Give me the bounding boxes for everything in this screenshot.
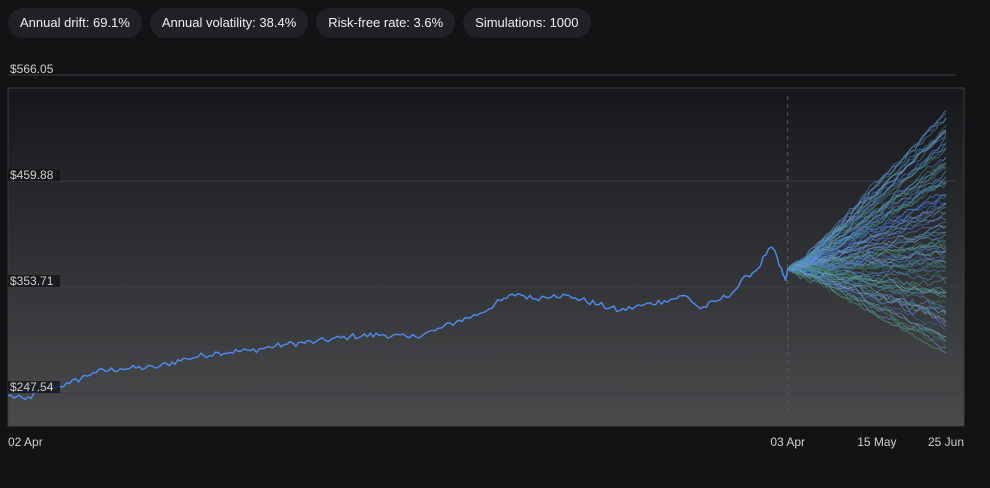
simulation-path [787,247,947,273]
y-tick-label-bg [8,381,60,393]
simulation-path [787,110,947,270]
history-series [7,246,789,401]
x-tick-label: 15 May [857,435,896,449]
simulation-paths [787,110,947,354]
stats-bar: Annual drift: 69.1% Annual volatility: 3… [8,8,591,38]
y-tick-label: $353.71 [10,274,54,288]
annual-volatility-badge: Annual volatility: 38.4% [149,8,309,38]
simulation-path [787,260,947,287]
simulation-path [787,125,947,270]
simulation-path [787,221,947,270]
grid-lines [8,74,956,416]
simulation-path [787,268,947,354]
simulation-path [787,181,947,270]
risk-free-rate-badge: Risk-free rate: 3.6% [316,8,456,38]
simulation-path [787,148,947,271]
simulation-path [787,166,947,270]
y-tick-label: $459.88 [10,168,54,182]
simulations-badge: Simulations: 1000 [463,8,591,38]
simulation-path [787,265,947,350]
y-tick-label-bg [8,169,60,181]
simulation-path [787,260,947,270]
simulation-path [787,267,947,342]
simulation-path [787,136,947,274]
y-tick-label: $566.05 [10,62,54,76]
simulation-path [787,241,947,273]
simulation-path [787,268,947,332]
x-axis-labels: 02 Apr 03 Apr 15 May 25 Jun [8,435,964,449]
y-tick-label-bg [8,275,60,287]
simulation-path [787,180,947,272]
y-tick-label: $247.54 [10,380,54,394]
simulation-path [787,224,947,271]
simulation-path [787,231,947,270]
simulation-path [787,116,947,270]
simulation-path [787,225,947,270]
simulation-path [787,266,947,316]
simulation-path [787,259,947,271]
simulation-path [787,216,947,270]
y-axis-labels: $247.54 $353.71 $459.88 $566.05 [8,62,60,394]
x-tick-label: 25 Jun [928,435,964,449]
history-line [7,246,789,401]
annual-drift-badge: Annual drift: 69.1% [8,8,142,38]
x-tick-label: 03 Apr [770,435,805,449]
x-tick-label: 02 Apr [8,435,43,449]
